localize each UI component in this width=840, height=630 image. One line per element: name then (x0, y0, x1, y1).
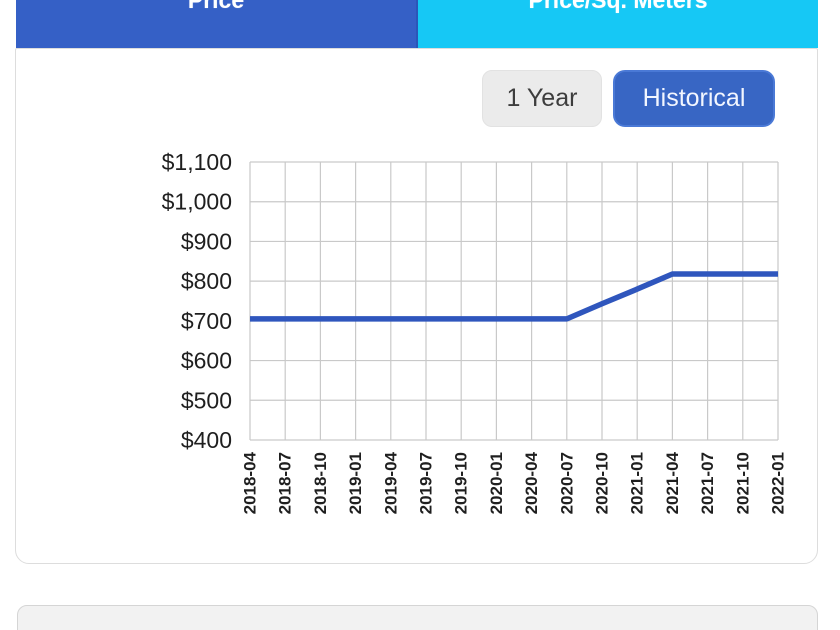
next-section-card (17, 605, 818, 630)
tab-price-per-sq-meter-label: Price/Sq. Meters (528, 0, 708, 13)
tab-price[interactable]: Price (16, 0, 416, 48)
price-tabs: Price Price/Sq. Meters (16, 0, 818, 48)
one-year-button[interactable]: 1 Year (482, 70, 602, 127)
historical-button[interactable]: Historical (613, 70, 775, 127)
tab-price-per-sq-meter[interactable]: Price/Sq. Meters (416, 0, 818, 48)
tab-price-label: Price (187, 0, 245, 13)
